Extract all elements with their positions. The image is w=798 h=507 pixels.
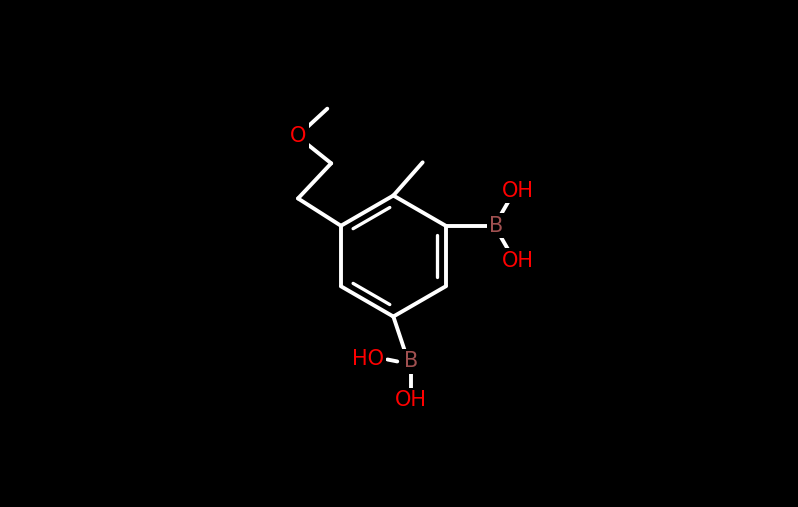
Text: OH: OH [395,390,427,411]
Text: O: O [290,126,306,146]
Text: OH: OH [502,251,534,271]
Text: HO: HO [352,349,384,370]
Text: B: B [489,216,504,236]
Text: OH: OH [502,180,534,201]
Text: B: B [404,351,418,372]
